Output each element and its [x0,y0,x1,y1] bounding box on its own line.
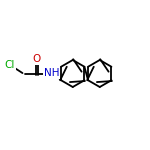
Text: Cl: Cl [4,60,15,70]
Text: O: O [33,54,41,64]
Text: NH: NH [44,69,60,78]
